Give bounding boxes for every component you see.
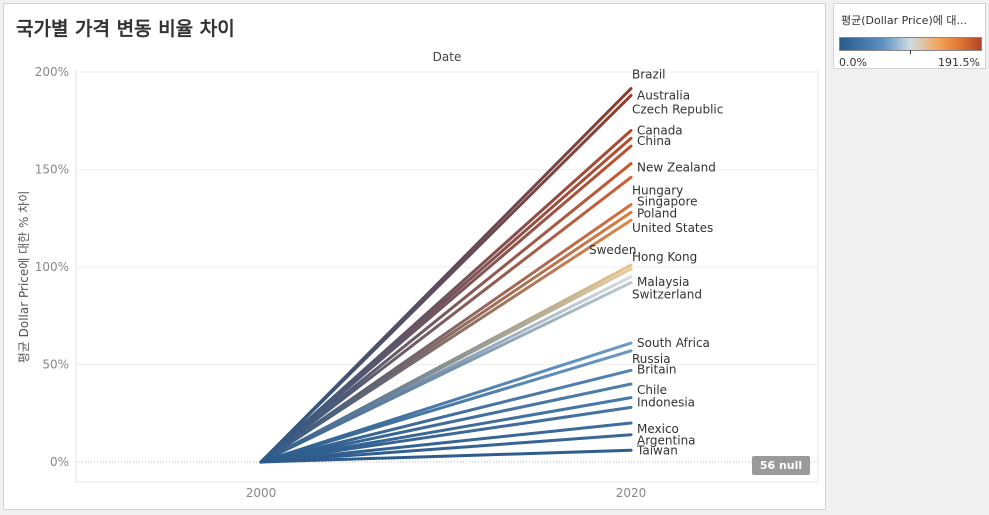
y-axis-title: 평균 Dollar Price에 대한 % 차이 [17, 191, 31, 364]
series-label: Russia [632, 352, 671, 366]
series-label: Argentina [637, 434, 696, 448]
series-line[interactable] [259, 421, 633, 464]
series-line[interactable] [259, 368, 633, 464]
series-label: Australia [637, 88, 690, 102]
series-label: Taiwan [636, 443, 678, 457]
series-label: Singapore [637, 195, 698, 209]
series-label: Switzerland [632, 288, 702, 302]
series-line[interactable] [259, 218, 633, 464]
series-label: Brazil [632, 68, 666, 82]
series-line[interactable] [259, 382, 633, 464]
series-label: Chile [637, 383, 667, 397]
series-label: Hungary [632, 183, 683, 197]
series-label: Mexico [637, 422, 679, 436]
y-tick-label: 50% [42, 358, 69, 372]
series-lines [259, 87, 633, 464]
series-line[interactable] [259, 405, 633, 464]
page-title: 국가별 가격 변동 비율 차이 [16, 18, 235, 40]
legend-midpoint-tick [910, 50, 911, 54]
series-label: Sweden [589, 243, 636, 257]
legend-color-ramp [839, 37, 982, 51]
series-line[interactable] [259, 448, 633, 464]
color-legend[interactable]: 평균(Dollar Price)에 대... 0.0% 191.5% [833, 3, 986, 69]
x-tick-label: 2020 [616, 486, 647, 500]
series-line[interactable] [259, 93, 633, 464]
series-label: Britain [637, 362, 677, 376]
series-label: Malaysia [637, 275, 689, 289]
series-label: Poland [637, 206, 677, 220]
column-header-label: Date [433, 50, 462, 64]
y-tick-label: 200% [35, 65, 69, 79]
x-tick-label: 2000 [246, 486, 277, 500]
legend-max-label: 191.5% [938, 56, 980, 69]
series-line[interactable] [259, 396, 633, 464]
y-tick-label: 0% [50, 455, 69, 469]
null-count-badge[interactable]: 56 null [752, 456, 810, 475]
legend-min-label: 0.0% [839, 56, 867, 69]
series-line[interactable] [259, 144, 633, 464]
series-line[interactable] [259, 349, 633, 464]
series-line[interactable] [259, 281, 633, 464]
series-label: United States [632, 221, 713, 235]
series-line[interactable] [259, 175, 633, 464]
series-label: Indonesia [637, 396, 695, 410]
series-line[interactable] [259, 433, 633, 464]
series-label: Canada [637, 123, 683, 137]
series-label: Czech Republic [632, 103, 723, 117]
series-label: China [637, 134, 671, 148]
series-label: South Africa [637, 336, 710, 350]
series-label: New Zealand [637, 161, 716, 175]
y-tick-label: 150% [35, 163, 69, 177]
series-label: Hong Kong [632, 250, 697, 264]
series-line[interactable] [259, 162, 633, 464]
legend-title: 평균(Dollar Price)에 대... [841, 14, 967, 27]
y-tick-label: 100% [35, 260, 69, 274]
axes: Date 0% 50% 100% 150% 200% 2000 2020 평균 Dollar P… [17, 50, 646, 500]
gridlines [75, 70, 819, 483]
